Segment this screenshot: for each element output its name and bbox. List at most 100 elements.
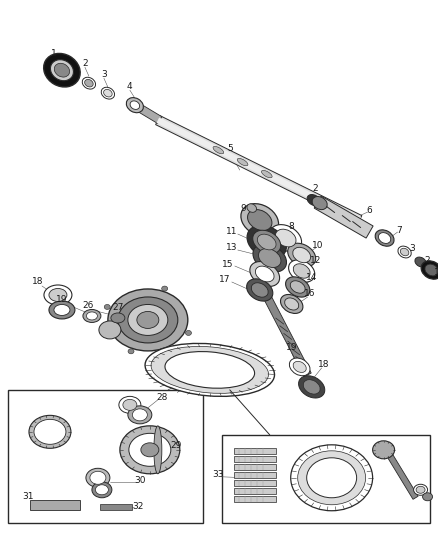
Ellipse shape: [185, 330, 191, 335]
Ellipse shape: [247, 279, 273, 301]
Text: 1: 1: [51, 49, 57, 58]
Bar: [234, 456, 276, 462]
Ellipse shape: [299, 376, 325, 398]
Ellipse shape: [285, 298, 299, 310]
Ellipse shape: [104, 304, 110, 310]
Ellipse shape: [421, 261, 438, 279]
Ellipse shape: [253, 244, 286, 272]
Ellipse shape: [34, 419, 66, 445]
Ellipse shape: [303, 379, 320, 394]
Polygon shape: [156, 117, 361, 223]
Ellipse shape: [291, 445, 373, 511]
Ellipse shape: [151, 346, 268, 393]
Ellipse shape: [104, 90, 112, 97]
Text: 3: 3: [409, 244, 415, 253]
Ellipse shape: [99, 321, 121, 339]
Text: 7: 7: [397, 225, 403, 235]
Ellipse shape: [290, 358, 310, 376]
Text: 17: 17: [219, 276, 230, 285]
Ellipse shape: [29, 415, 71, 448]
Ellipse shape: [289, 260, 315, 282]
Text: 8: 8: [289, 222, 295, 231]
Ellipse shape: [54, 304, 70, 316]
Ellipse shape: [86, 469, 110, 487]
Ellipse shape: [108, 289, 188, 351]
Bar: [234, 480, 276, 486]
Ellipse shape: [425, 264, 438, 276]
Ellipse shape: [123, 399, 137, 410]
Text: 31: 31: [22, 492, 34, 501]
Ellipse shape: [270, 224, 302, 252]
Ellipse shape: [307, 195, 320, 206]
Text: 18: 18: [318, 360, 329, 369]
Ellipse shape: [126, 98, 143, 112]
Bar: [234, 488, 276, 494]
Text: 1: 1: [434, 269, 438, 278]
Bar: [222, 435, 430, 523]
Ellipse shape: [213, 147, 224, 154]
Text: 3: 3: [101, 70, 107, 79]
Polygon shape: [314, 196, 373, 238]
Ellipse shape: [398, 246, 411, 258]
Ellipse shape: [416, 486, 425, 493]
Ellipse shape: [118, 297, 178, 343]
Ellipse shape: [82, 77, 95, 89]
Ellipse shape: [247, 225, 286, 259]
Ellipse shape: [44, 53, 80, 87]
Ellipse shape: [241, 204, 279, 237]
Polygon shape: [264, 296, 311, 377]
Ellipse shape: [423, 493, 433, 501]
Ellipse shape: [375, 230, 394, 246]
Ellipse shape: [90, 471, 106, 484]
Ellipse shape: [129, 433, 171, 466]
Ellipse shape: [92, 482, 112, 498]
Bar: [30, 500, 80, 510]
Bar: [234, 472, 276, 478]
Ellipse shape: [258, 248, 281, 268]
Ellipse shape: [85, 79, 93, 87]
Ellipse shape: [119, 397, 141, 414]
Ellipse shape: [276, 229, 296, 247]
Ellipse shape: [253, 230, 281, 254]
Polygon shape: [155, 116, 362, 224]
Ellipse shape: [83, 310, 101, 322]
Ellipse shape: [44, 285, 72, 305]
Ellipse shape: [290, 281, 305, 293]
Text: 30: 30: [134, 477, 145, 485]
Bar: [8, 390, 203, 523]
Ellipse shape: [293, 247, 311, 263]
Ellipse shape: [86, 312, 97, 320]
Ellipse shape: [132, 409, 147, 421]
Ellipse shape: [128, 349, 134, 354]
Ellipse shape: [293, 264, 310, 278]
Text: 15: 15: [222, 260, 233, 269]
Bar: [234, 496, 276, 502]
Text: 6: 6: [367, 206, 372, 215]
Polygon shape: [138, 105, 162, 124]
Text: 19: 19: [286, 343, 297, 352]
Polygon shape: [385, 450, 418, 499]
Ellipse shape: [101, 87, 115, 99]
Ellipse shape: [312, 197, 327, 209]
Text: 5: 5: [227, 143, 233, 152]
Ellipse shape: [95, 485, 108, 495]
Ellipse shape: [250, 262, 279, 286]
Ellipse shape: [111, 313, 125, 323]
Ellipse shape: [49, 288, 67, 302]
Text: 27: 27: [112, 303, 124, 312]
Ellipse shape: [258, 234, 276, 250]
Bar: [234, 448, 276, 454]
Ellipse shape: [49, 301, 75, 319]
Ellipse shape: [293, 361, 306, 373]
Ellipse shape: [165, 352, 254, 388]
Text: 12: 12: [310, 255, 321, 264]
Text: 13: 13: [226, 243, 237, 252]
Text: 26: 26: [82, 302, 94, 310]
Ellipse shape: [54, 63, 70, 77]
Text: 9: 9: [240, 204, 246, 213]
Text: 2: 2: [82, 59, 88, 68]
Ellipse shape: [255, 266, 274, 282]
Ellipse shape: [261, 171, 272, 178]
Ellipse shape: [247, 209, 272, 230]
Ellipse shape: [120, 426, 180, 474]
